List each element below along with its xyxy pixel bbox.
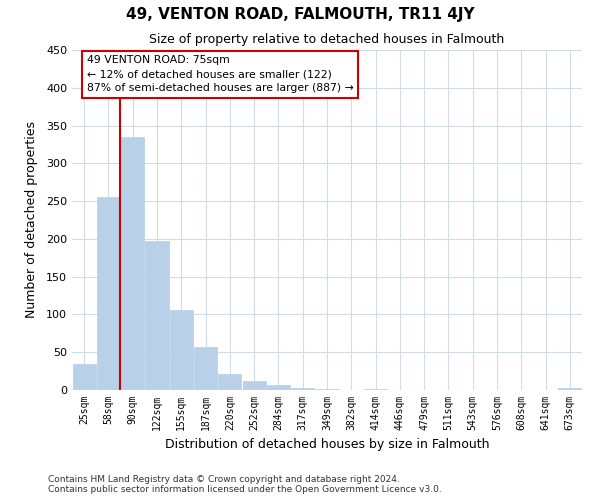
X-axis label: Distribution of detached houses by size in Falmouth: Distribution of detached houses by size … (165, 438, 489, 452)
Bar (559, 388, 581, 390)
Bar (121, 137, 144, 390)
Text: Contains HM Land Registry data © Crown copyright and database right 2024.
Contai: Contains HM Land Registry data © Crown c… (48, 474, 442, 494)
Bar (170, 310, 193, 390)
Text: 49 VENTON ROAD: 75sqm
← 12% of detached houses are smaller (122)
87% of semi-det: 49 VENTON ROAD: 75sqm ← 12% of detached … (86, 56, 353, 94)
Title: Size of property relative to detached houses in Falmouth: Size of property relative to detached ho… (149, 33, 505, 46)
Y-axis label: Number of detached properties: Number of detached properties (25, 122, 38, 318)
Bar (194, 347, 217, 390)
Bar (242, 381, 266, 390)
Bar (291, 388, 314, 390)
Bar (73, 364, 95, 390)
Bar (316, 389, 338, 390)
Bar (218, 374, 241, 390)
Bar (267, 384, 290, 390)
Text: 49, VENTON ROAD, FALMOUTH, TR11 4JY: 49, VENTON ROAD, FALMOUTH, TR11 4JY (125, 8, 475, 22)
Bar (364, 389, 387, 390)
Bar (97, 198, 120, 390)
Bar (145, 241, 169, 390)
